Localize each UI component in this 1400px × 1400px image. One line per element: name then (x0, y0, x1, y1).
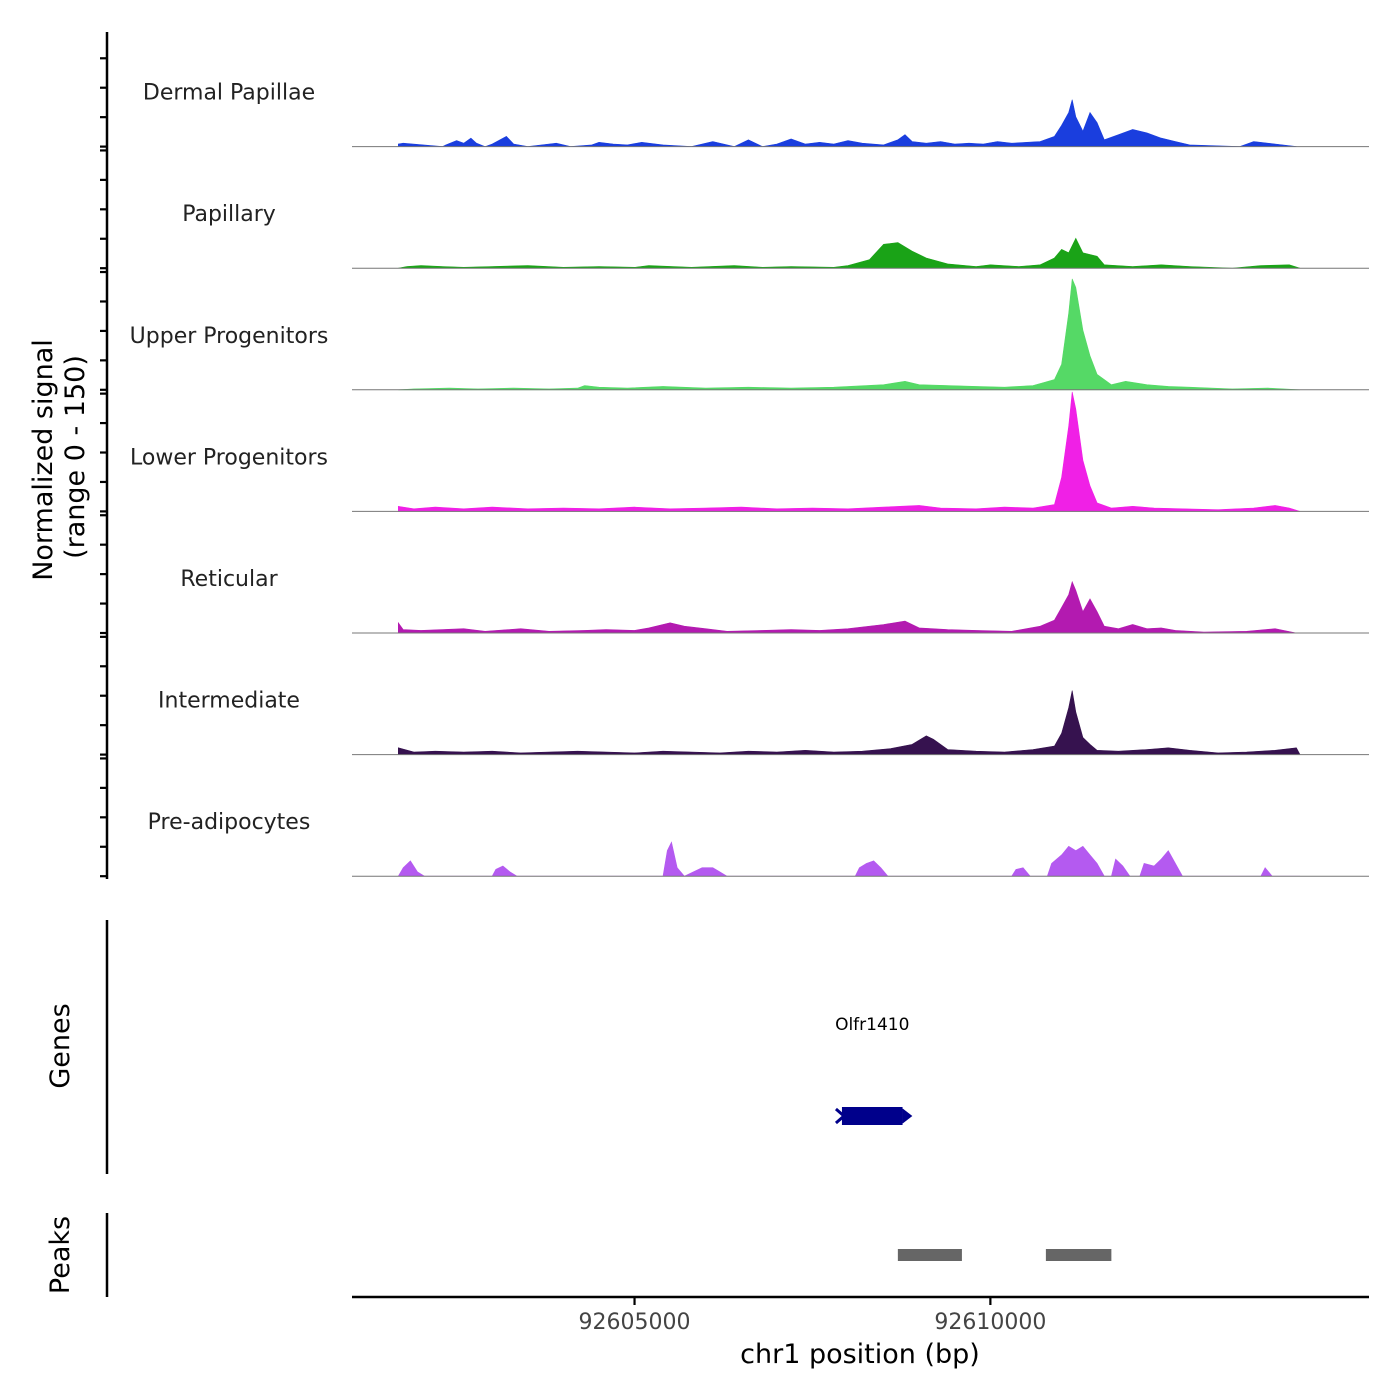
peak-track (897, 1249, 1112, 1261)
peak-bar (897, 1249, 962, 1261)
track-label-dermal-papillae: Dermal Papillae (143, 81, 315, 106)
signal-range-label: (range 0 - 150) (60, 355, 91, 559)
signal-area-dermal-papillae (398, 99, 1297, 147)
signal-tracks: Dermal Papillae Papillary Upper Progenitor… (130, 81, 1369, 877)
x-axis-ticks: 92605000 92610000 (579, 1297, 1046, 1335)
track-label-reticular: Reticular (180, 567, 278, 592)
signal-area-intermediate (398, 690, 1301, 755)
signal-area-upper-progenitors (398, 278, 1301, 391)
track-dermal-papillae: Dermal Papillae (143, 81, 1369, 148)
track-label-intermediate: Intermediate (158, 689, 300, 714)
track-lower-progenitors: Lower Progenitors (130, 391, 1369, 512)
peaks-ylabel: Peaks (45, 1216, 76, 1294)
gene-label: Olfr1410 (835, 1015, 909, 1035)
track-papillary: Papillary (182, 202, 1369, 269)
signal-ylabel: Normalized signal (28, 339, 59, 581)
signal-area-lower-progenitors (398, 391, 1301, 512)
signal-area-reticular (398, 580, 1297, 634)
x-tick-label: 92610000 (934, 1310, 1046, 1335)
track-intermediate: Intermediate (158, 689, 1369, 756)
genes-ylabel: Genes (45, 1003, 76, 1088)
track-label-pre-adipocytes: Pre-adipocytes (148, 810, 311, 835)
track-reticular: Reticular (180, 567, 1369, 634)
gene-strand-arrow (902, 1108, 913, 1124)
gene-track: Olfr1410 (834, 1015, 913, 1125)
track-upper-progenitors: Upper Progenitors (130, 278, 1369, 391)
gene-strand-start-marker (834, 1107, 847, 1125)
track-pre-adipocytes: Pre-adipocytes (148, 810, 1369, 877)
signal-area-papillary (398, 237, 1301, 269)
track-label-papillary: Papillary (182, 202, 276, 227)
signal-area-pre-adipocytes (397, 841, 1300, 877)
gene-body (841, 1107, 903, 1125)
x-tick-label: 92605000 (579, 1310, 691, 1335)
peak-bar (1045, 1249, 1112, 1261)
track-label-lower-progenitors: Lower Progenitors (130, 445, 328, 470)
signal-axis-ticks (100, 57, 107, 878)
x-axis-label: chr1 position (bp) (740, 1339, 980, 1370)
track-label-upper-progenitors: Upper Progenitors (130, 324, 329, 349)
